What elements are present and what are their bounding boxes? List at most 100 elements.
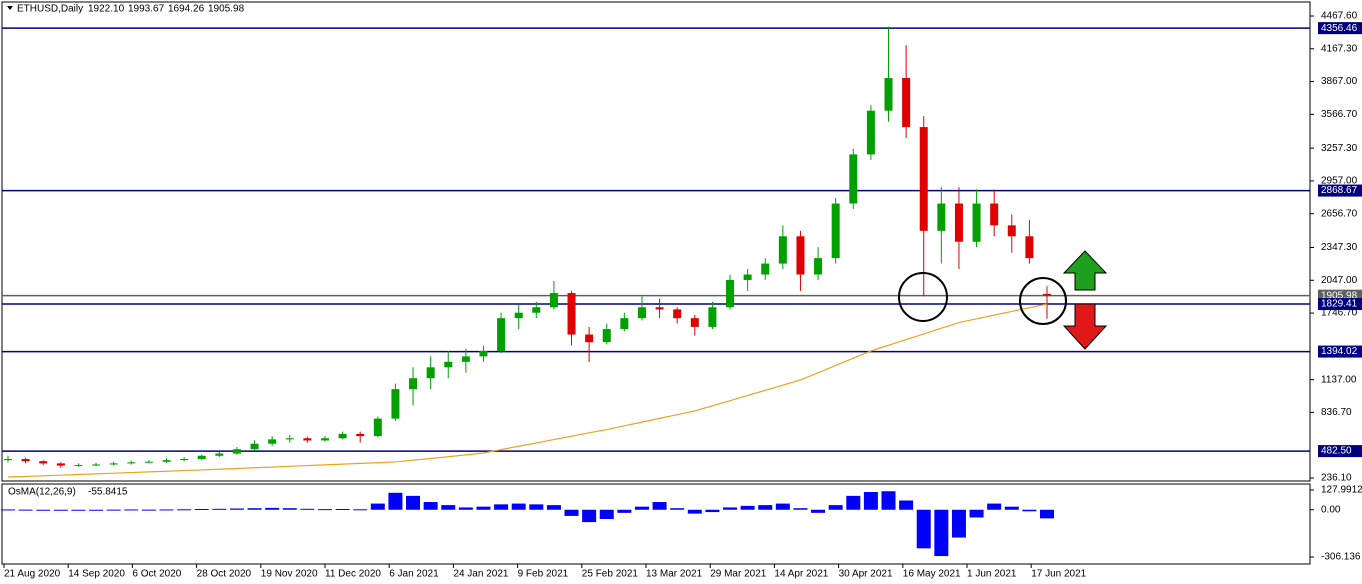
x-tick-label: 24 Jan 2021: [453, 569, 508, 580]
candle-body: [303, 438, 312, 441]
candle-body: [268, 439, 277, 444]
osma-bar: [1040, 509, 1054, 519]
osma-bar: [916, 509, 931, 549]
candle-body: [92, 464, 101, 466]
x-tick-label: 28 Oct 2020: [197, 569, 252, 580]
osma-bar: [1004, 506, 1019, 510]
header-values: 1922.10 1993.67 1694.26 1905.98: [88, 4, 245, 15]
level-label: 482.50: [1321, 446, 1352, 457]
osma-bar: [529, 504, 544, 510]
osma-bar: [53, 509, 68, 511]
x-tick-label: 14 Sep 2020: [68, 569, 125, 580]
osma-bar: [106, 509, 121, 511]
candle-body: [585, 334, 594, 343]
y-tick-label: 2957.00: [1321, 176, 1358, 187]
candle-body: [4, 459, 12, 461]
osma-bar: [300, 508, 315, 510]
circle-marker: [898, 272, 948, 322]
up-arrow: [1062, 250, 1108, 291]
osma-bar: [141, 509, 156, 511]
moving-average: [7, 303, 1048, 478]
candle-body: [338, 433, 347, 439]
candle-body: [673, 309, 682, 319]
osma-tick-label: 0.00: [1321, 504, 1341, 515]
x-tick-label: 11 Dec 2020: [325, 569, 381, 580]
osma-bar: [934, 509, 949, 557]
osma-bar: [599, 509, 614, 520]
y-tick-label: 236.10: [1321, 473, 1352, 484]
osma-bar: [458, 507, 473, 510]
osma-bar: [687, 509, 702, 514]
osma-bar: [1, 509, 15, 511]
y-tick-label: 3867.00: [1321, 76, 1358, 87]
candle-body: [56, 463, 65, 466]
candle-body: [549, 293, 558, 308]
osma-bar: [987, 503, 1002, 510]
y-tick-label: 3257.30: [1321, 143, 1358, 154]
candle-body: [532, 307, 541, 313]
x-tick-label: 13 Mar 2021: [646, 569, 703, 580]
y-tick-label: 4167.30: [1321, 43, 1358, 54]
osma-bar: [652, 502, 667, 510]
candle-body: [743, 274, 752, 280]
candle-body: [690, 318, 699, 327]
osma-bar: [951, 509, 966, 538]
osma-bar: [423, 502, 438, 510]
level-label: 1905.98: [1321, 290, 1358, 301]
candle-body: [831, 203, 840, 259]
osma-bar: [124, 509, 139, 511]
x-tick-label: 1 Jun 2021: [967, 569, 1017, 580]
osma-bar: [511, 503, 526, 510]
osma-bar: [229, 508, 244, 510]
candle-body: [655, 307, 664, 310]
candle-body: [250, 443, 259, 450]
x-tick-label: 6 Oct 2020: [132, 569, 181, 580]
y-tick-label: 3566.70: [1321, 109, 1358, 120]
x-tick-label: 19 Nov 2020: [261, 569, 318, 580]
y-tick-label: 1746.70: [1321, 308, 1358, 319]
osma-bar: [846, 495, 861, 510]
level-label-box: [1318, 445, 1362, 458]
osma-bar: [828, 505, 843, 510]
candle-body: [990, 203, 999, 226]
candle-body: [866, 110, 875, 155]
osma-bar: [705, 509, 720, 513]
candle-body: [954, 203, 963, 242]
x-tick-label: 16 May 2021: [903, 569, 961, 580]
candle-body: [620, 318, 629, 330]
candle-body: [761, 263, 770, 275]
candle-body: [162, 460, 171, 462]
candles: [4, 26, 1051, 478]
osma-bar: [899, 500, 914, 510]
header-value: 1694.26: [168, 4, 205, 15]
osma-bar: [71, 509, 86, 511]
price-scale: 4467.60 4167.30 3867.00 3566.70 3257.30 2957.…: [2, 11, 1362, 580]
osma-bar: [723, 507, 738, 510]
candle-body: [356, 433, 365, 437]
candle-body: [74, 465, 83, 467]
candle-body: [320, 438, 329, 441]
level-label-box: [1318, 22, 1362, 35]
candle-body: [849, 154, 858, 204]
x-tick-label: 6 Jan 2021: [389, 569, 439, 580]
candle-body: [1025, 236, 1034, 259]
osma-bar: [335, 508, 350, 510]
osma-title: OsMA(12,26,9): [8, 487, 76, 498]
osma-bar: [494, 504, 509, 510]
candle-body: [461, 356, 470, 362]
y-tick-label: 2047.00: [1321, 275, 1358, 286]
osma-bar: [634, 506, 649, 510]
header-value: 1922.10: [88, 4, 125, 15]
candle-body: [972, 203, 981, 242]
candle-body: [884, 77, 893, 111]
candle-body: [479, 350, 488, 357]
osma-bar: [775, 503, 790, 510]
osma-bar: [370, 503, 385, 510]
osma-bar: [811, 509, 826, 513]
x-tick-label: 17 Jun 2021: [1031, 569, 1086, 580]
candle-body: [409, 378, 418, 390]
osma-bar: [670, 508, 685, 510]
candle-body: [391, 389, 400, 419]
candle-body: [902, 77, 911, 128]
